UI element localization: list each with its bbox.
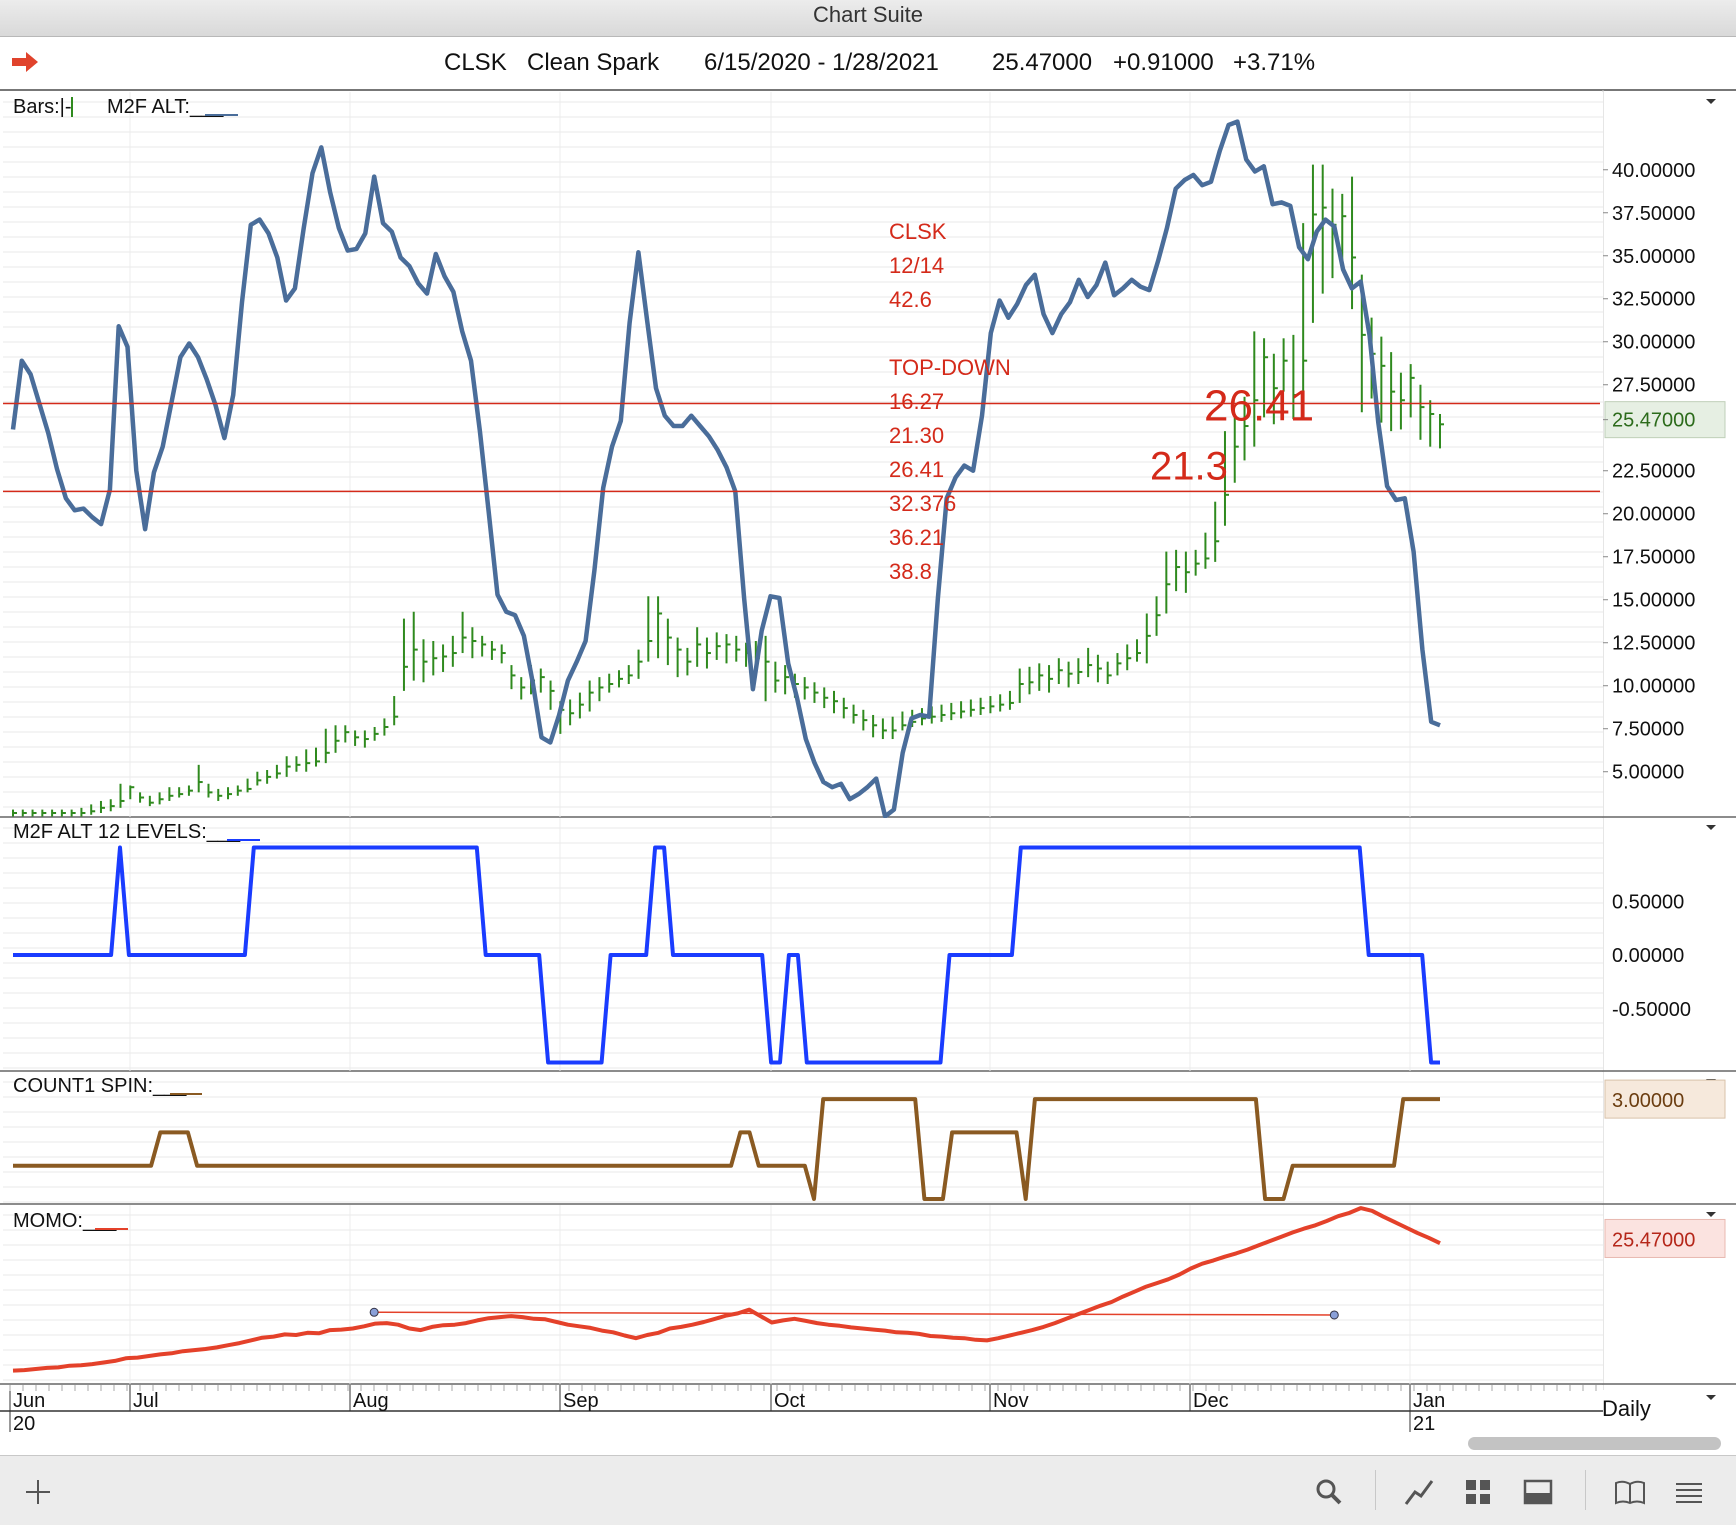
trendline-handle[interactable] xyxy=(369,1307,379,1317)
grid-icon[interactable] xyxy=(1460,1474,1496,1510)
legend-m2f-alt: M2F ALT:___ xyxy=(107,96,224,118)
momo-trendline xyxy=(374,1311,1335,1316)
x-axis-month-label: Aug xyxy=(353,1390,389,1412)
price-change: +0.91000 xyxy=(1113,49,1214,76)
x-axis-month-label: Nov xyxy=(993,1390,1029,1412)
level-label: 21.3 xyxy=(1150,444,1228,488)
price-axis-label: 15.00000 xyxy=(1612,590,1695,612)
x-axis-year-label: 20 xyxy=(13,1413,35,1435)
price-axis-label: 7.50000 xyxy=(1612,719,1684,741)
levels-panel-menu-icon[interactable] xyxy=(1706,825,1716,830)
annotation-line: TOP-DOWN xyxy=(889,355,1011,380)
price-axis-label: 32.50000 xyxy=(1612,289,1695,311)
last-price: 25.47000 xyxy=(992,49,1093,76)
m2f-alt-line xyxy=(10,119,1441,819)
price-axis-label: 17.50000 xyxy=(1612,547,1695,569)
price-axis-label: 37.50000 xyxy=(1612,203,1695,225)
company-name: Clean Spark xyxy=(527,49,660,76)
x-axis-month-label: Jan xyxy=(1413,1390,1445,1412)
symbol: CLSK xyxy=(444,49,507,76)
annotation-line: 26.41 xyxy=(889,457,944,482)
momo-axis-label: 25.47000 xyxy=(1612,1229,1695,1251)
price-panel-bg xyxy=(3,92,1603,817)
levels-axis-label: 0.00000 xyxy=(1612,945,1684,967)
levels-line xyxy=(13,845,1440,1065)
window-title-text: Chart Suite xyxy=(812,2,924,27)
annotation-line: 36.21 xyxy=(889,525,944,550)
count-panel-bg xyxy=(3,1072,1603,1204)
toolbar-separator xyxy=(1375,1470,1376,1510)
price-axis-label: 30.00000 xyxy=(1612,332,1695,354)
levels-title: M2F ALT 12 LEVELS:___ xyxy=(13,821,241,843)
symbol-info-bar: CLSK Clean Spark 6/15/2020 - 1/28/2021 2… xyxy=(0,37,1736,91)
menu-icon[interactable] xyxy=(1671,1474,1707,1510)
price-panel-menu-icon[interactable] xyxy=(1706,99,1716,104)
annotation-line: CLSK xyxy=(889,219,947,244)
annotation-line: 16.27 xyxy=(889,389,944,414)
annotation-line: 32.376 xyxy=(889,491,956,516)
zoom-icon[interactable] xyxy=(1311,1474,1347,1510)
annotation-line: 38.8 xyxy=(889,559,932,584)
percent-change: +3.71% xyxy=(1233,49,1316,76)
book-icon[interactable] xyxy=(1612,1474,1648,1510)
horizontal-scrollbar[interactable] xyxy=(1468,1437,1721,1450)
price-axis-label: 22.50000 xyxy=(1612,461,1695,483)
price-axis-label: 5.00000 xyxy=(1612,762,1684,784)
price-axis-label: 20.00000 xyxy=(1612,504,1695,526)
date-range: 6/15/2020 - 1/28/2021 xyxy=(704,49,939,76)
toolbar-separator xyxy=(1585,1470,1586,1510)
annotation-line: 42.6 xyxy=(889,287,932,312)
count-spin-line xyxy=(13,1097,1440,1201)
panel-icon[interactable] xyxy=(1520,1474,1556,1510)
levels-axis-label: 0.50000 xyxy=(1612,891,1684,913)
count-title: COUNT1 SPIN:___ xyxy=(13,1075,187,1097)
plus-icon[interactable] xyxy=(20,1474,56,1510)
momo-panel-bg xyxy=(3,1205,1603,1384)
count-last-tag xyxy=(1604,1079,1726,1119)
momo-line xyxy=(12,1206,1441,1373)
price-axis-label: 40.00000 xyxy=(1612,160,1695,182)
x-axis-month-label: Oct xyxy=(774,1390,806,1412)
arrow-right-icon[interactable] xyxy=(10,50,40,74)
price-axis-label: 25.47000 xyxy=(1612,410,1695,432)
momo-title: MOMO:___ xyxy=(13,1210,117,1232)
price-axis-label: 27.50000 xyxy=(1612,375,1695,397)
chart-area[interactable]: 26.41 21.3 CLSK 12/14 42.6 TOP-DOWN 16.27 21.30… xyxy=(0,90,1736,1435)
x-axis-month-label: Sep xyxy=(563,1390,599,1412)
price-axis-label: 35.00000 xyxy=(1612,246,1695,268)
period-menu-icon[interactable] xyxy=(1706,1395,1716,1400)
bottom-toolbar xyxy=(0,1455,1736,1525)
x-axis-year-label: 21 xyxy=(1413,1413,1435,1435)
momo-panel-menu-icon[interactable] xyxy=(1706,1212,1716,1217)
count-axis-label: 3.00000 xyxy=(1612,1090,1684,1112)
annotation-line: 21.30 xyxy=(889,423,944,448)
window-title: Chart Suite xyxy=(0,0,1736,37)
momo-last-tag xyxy=(1604,1218,1726,1258)
trendline-handle[interactable] xyxy=(1329,1310,1339,1320)
legend-bars: Bars:|- xyxy=(13,96,72,118)
levels-axis-label: -0.50000 xyxy=(1612,999,1691,1021)
x-axis-bg xyxy=(0,1385,1603,1435)
x-axis-month-label: Dec xyxy=(1193,1390,1229,1412)
price-axis-label: 10.00000 xyxy=(1612,676,1695,698)
x-axis-month-label: Jun xyxy=(13,1390,45,1412)
level-label: 26.41 xyxy=(1204,381,1314,430)
period-label[interactable]: Daily xyxy=(1602,1396,1651,1421)
x-axis-month-label: Jul xyxy=(133,1390,159,1412)
annotation-line: 12/14 xyxy=(889,253,944,278)
chart-line-icon[interactable] xyxy=(1401,1474,1437,1510)
price-axis-label: 12.50000 xyxy=(1612,633,1695,655)
